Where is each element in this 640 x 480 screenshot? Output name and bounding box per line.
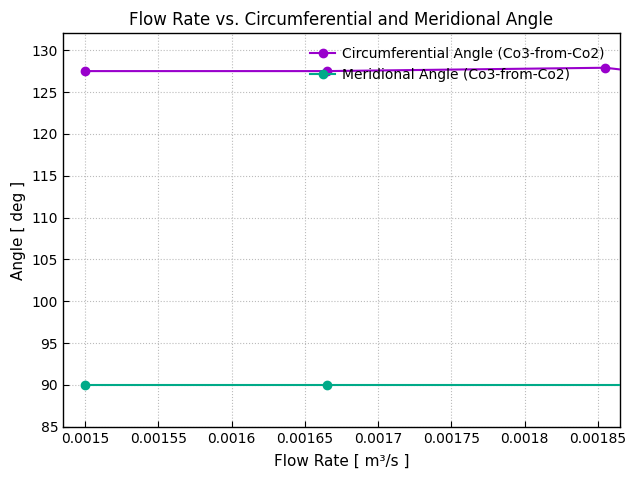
Circumferential Angle (Co3-from-Co2) <box>81 68 89 74</box>
Meridional Angle (Co3-from-Co2) <box>81 382 89 388</box>
Line: Circumferential Angle (Co3-from-Co2): Circumferential Angle (Co3-from-Co2) <box>81 63 639 75</box>
X-axis label: Flow Rate [ m³/s ]: Flow Rate [ m³/s ] <box>274 454 409 469</box>
Meridional Angle (Co3-from-Co2) <box>323 382 331 388</box>
Line: Meridional Angle (Co3-from-Co2): Meridional Angle (Co3-from-Co2) <box>81 381 639 389</box>
Legend: Circumferential Angle (Co3-from-Co2), Meridional Angle (Co3-from-Co2): Circumferential Angle (Co3-from-Co2), Me… <box>305 42 610 87</box>
Circumferential Angle (Co3-from-Co2) <box>631 68 639 74</box>
Circumferential Angle (Co3-from-Co2) <box>602 65 609 71</box>
Meridional Angle (Co3-from-Co2) <box>631 382 639 388</box>
Y-axis label: Angle [ deg ]: Angle [ deg ] <box>11 180 26 280</box>
Circumferential Angle (Co3-from-Co2) <box>323 68 331 74</box>
Title: Flow Rate vs. Circumferential and Meridional Angle: Flow Rate vs. Circumferential and Meridi… <box>129 11 554 29</box>
